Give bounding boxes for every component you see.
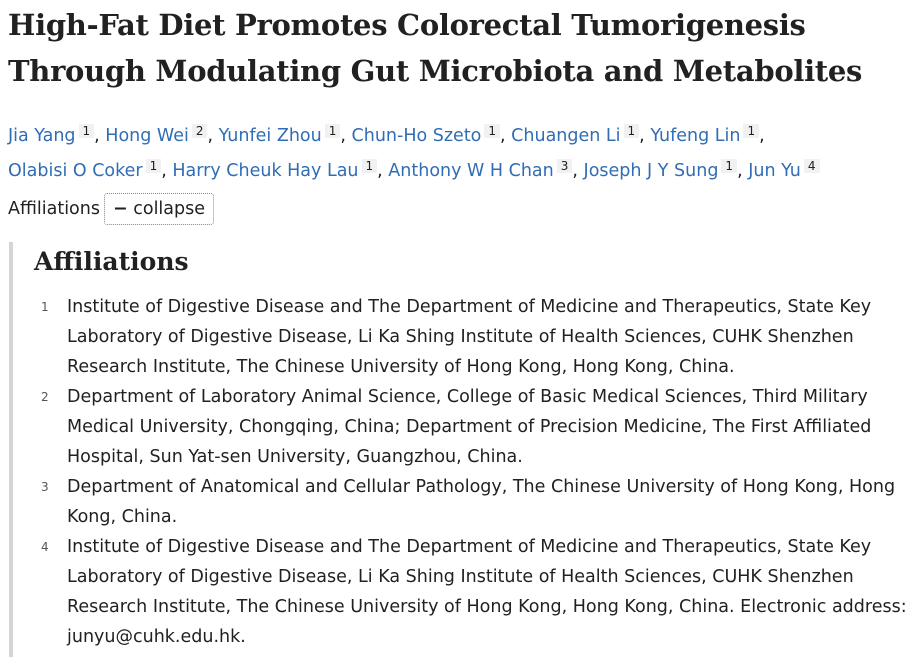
author-link[interactable]: Joseph J Y Sung xyxy=(583,161,719,181)
author-link[interactable]: Anthony W H Chan xyxy=(388,161,554,181)
author: Olabisi O Coker 1 xyxy=(8,159,162,181)
affiliation-ref[interactable]: 1 xyxy=(361,159,378,173)
affiliation-text: Department of Laboratory Animal Science,… xyxy=(67,387,872,467)
author-link[interactable]: Hong Wei xyxy=(105,126,189,146)
toggle-label: Affiliations xyxy=(8,199,100,219)
affiliations-list: 1 Institute of Digestive Disease and The … xyxy=(37,292,907,652)
author: Joseph J Y Sung 1 xyxy=(583,159,738,181)
affiliation-ref[interactable]: 2 xyxy=(191,124,208,138)
author-link[interactable]: Chun-Ho Szeto xyxy=(351,126,482,146)
affiliation-number: 1 xyxy=(41,300,49,314)
affiliation-ref[interactable]: 3 xyxy=(556,159,573,173)
affiliation-ref[interactable]: 1 xyxy=(78,124,95,138)
affiliation-ref[interactable]: 1 xyxy=(324,124,341,138)
affiliation-item: 1 Institute of Digestive Disease and The … xyxy=(37,292,907,382)
affiliation-number: 4 xyxy=(41,540,49,554)
affiliation-ref[interactable]: 1 xyxy=(145,159,162,173)
author-link[interactable]: Harry Cheuk Hay Lau xyxy=(172,161,359,181)
author: Harry Cheuk Hay Lau 1 xyxy=(172,159,378,181)
author: Chuangen Li 1 xyxy=(511,124,640,146)
affiliations-heading: Affiliations xyxy=(34,247,189,276)
author: Yunfei Zhou 1 xyxy=(218,124,341,146)
author-list: Jia Yang 1, Hong Wei 2, Yunfei Zhou 1, Chun… xyxy=(8,116,903,186)
affiliation-ref[interactable]: 1 xyxy=(623,124,640,138)
author-link[interactable]: Yunfei Zhou xyxy=(218,126,322,146)
author: Hong Wei 2 xyxy=(105,124,208,146)
author-link[interactable]: Jia Yang xyxy=(8,126,76,146)
affiliation-ref[interactable]: 1 xyxy=(743,124,760,138)
minus-icon: − xyxy=(112,199,128,219)
affiliation-item: 2 Department of Laboratory Animal Science… xyxy=(37,382,907,472)
author: Anthony W H Chan 3 xyxy=(388,159,573,181)
article-title: High-Fat Diet Promotes Colorectal Tumori… xyxy=(8,8,863,88)
affiliation-ref[interactable]: 4 xyxy=(803,159,820,173)
author-link[interactable]: Olabisi O Coker xyxy=(8,161,143,181)
affiliation-text: Institute of Digestive Disease and The D… xyxy=(67,297,872,377)
author: Jia Yang 1 xyxy=(8,124,95,146)
affiliation-item: 4 Institute of Digestive Disease and The … xyxy=(37,532,907,652)
affiliation-ref[interactable]: 1 xyxy=(484,124,501,138)
affiliation-text: Institute of Digestive Disease and The D… xyxy=(67,537,907,647)
author: Jun Yu 4 xyxy=(748,159,820,181)
author-link[interactable]: Chuangen Li xyxy=(511,126,621,146)
affiliation-item: 3 Department of Anatomical and Cellular P… xyxy=(37,472,907,532)
affiliation-number: 3 xyxy=(41,480,49,494)
collapse-button[interactable]: − collapse xyxy=(103,193,215,225)
author: Yufeng Lin 1 xyxy=(650,124,760,146)
affiliations-panel: Affiliations 1 Institute of Digestive Dis… xyxy=(9,242,908,657)
author-link[interactable]: Jun Yu xyxy=(748,161,801,181)
button-label: collapse xyxy=(133,199,206,219)
affiliation-text: Department of Anatomical and Cellular Pa… xyxy=(67,477,896,527)
affiliation-ref[interactable]: 1 xyxy=(721,159,738,173)
affiliations-toggle: Affiliations − collapse xyxy=(8,193,215,225)
author: Chun-Ho Szeto 1 xyxy=(351,124,501,146)
affiliation-number: 2 xyxy=(41,390,49,404)
author-link[interactable]: Yufeng Lin xyxy=(650,126,741,146)
